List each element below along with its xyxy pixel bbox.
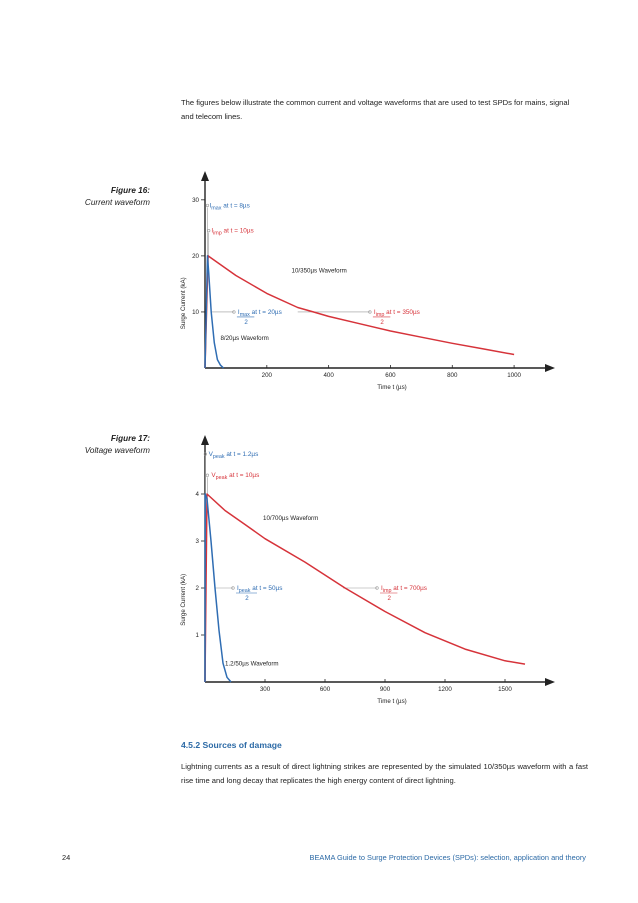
figure-17-caption: Voltage waveform — [84, 446, 150, 455]
x-axis-arrow-icon — [545, 364, 555, 372]
annotation-marker — [205, 203, 210, 208]
y-tick-label: 2 — [196, 585, 200, 592]
annotation-denominator: 2 — [245, 595, 249, 602]
y-tick-label: 4 — [196, 491, 200, 498]
page-number: 24 — [62, 853, 71, 862]
y-tick-label: 10 — [192, 309, 199, 316]
figure-17-label: Figure 17: Voltage waveform — [20, 433, 150, 457]
x-tick-label: 300 — [260, 686, 271, 693]
annotation-marker — [203, 452, 207, 456]
waveform-label: 10/700µs Waveform — [263, 515, 318, 522]
annotation-label: Imax at t = 8µs — [209, 202, 249, 211]
annotation-marker — [368, 310, 372, 314]
x-tick-label: 600 — [385, 372, 396, 379]
footer-title: BEAMA Guide to Surge Protection Devices … — [309, 853, 586, 862]
x-tick-label: 200 — [262, 372, 273, 379]
x-tick-label: 1200 — [438, 686, 452, 693]
y-tick-label: 1 — [196, 632, 200, 639]
annotation-marker — [232, 310, 236, 314]
series-line — [204, 493, 232, 683]
figure-16-label: Figure 16: Current waveform — [20, 185, 150, 209]
figure-16-caption: Current waveform — [84, 198, 150, 207]
waveform-label: 1.2/50µs Waveform — [225, 661, 279, 668]
x-tick-label: 800 — [447, 372, 458, 379]
y-axis-arrow-icon — [201, 171, 209, 181]
y-tick-label: 3 — [196, 538, 200, 545]
y-axis-label: Surge Current (kA) — [180, 277, 187, 329]
intro-paragraph: The figures below illustrate the common … — [181, 98, 570, 121]
annotation-marker — [375, 586, 379, 590]
annotation-label: Iimp at t = 350µs — [374, 309, 420, 318]
x-tick-label: 1000 — [507, 372, 521, 379]
section-heading: 4.5.2 Sources of damage — [181, 740, 282, 750]
waveform-label: 8/20µs Waveform — [220, 335, 268, 342]
waveform-label: 10/350µs Waveform — [292, 268, 347, 275]
annotation-denominator: 2 — [387, 595, 391, 602]
annotation-marker — [205, 473, 209, 477]
series-line — [204, 255, 225, 369]
y-tick-label: 30 — [192, 197, 199, 204]
y-tick-label: 20 — [192, 253, 199, 260]
x-axis-label: Time t (µs) — [377, 698, 406, 705]
annotation-label: Iimp at t = 10µs — [211, 228, 253, 237]
y-axis-arrow-icon — [201, 435, 209, 445]
annotation-marker — [231, 586, 235, 590]
series-line — [204, 255, 515, 369]
annotation-denominator: 2 — [244, 319, 248, 326]
x-axis-arrow-icon — [545, 678, 555, 686]
x-tick-label: 400 — [323, 372, 334, 379]
annotation-label: Ipeak at t = 50µs — [237, 585, 282, 594]
x-tick-label: 900 — [380, 686, 391, 693]
annotation-label: Vpeak at t = 1.2µs — [209, 451, 259, 460]
annotation-label: Vpeak at t = 10µs — [211, 472, 259, 481]
voltage-waveform-chart: 300 600 900 1200 1500 1 2 3 4 Time t (µs) Surge Cu… — [180, 435, 555, 705]
x-axis-label: Time t (µs) — [377, 384, 406, 391]
figure-16-number: Figure 16: — [110, 186, 150, 195]
annotation-marker — [207, 229, 211, 233]
x-tick-label: 600 — [320, 686, 331, 693]
annotation-label: Iimp at t = 700µs — [381, 585, 427, 594]
figure-17-number: Figure 17: — [110, 434, 150, 443]
y-axis-label: Surge Current (kA) — [180, 574, 187, 626]
annotation-denominator: 2 — [380, 319, 384, 326]
series-line — [204, 493, 526, 683]
annotation-label: Imax at t = 20µs — [238, 309, 282, 318]
x-tick-label: 1500 — [498, 686, 512, 693]
section-body: Lightning currents as a result of direct… — [181, 762, 588, 785]
current-waveform-chart: 200 400 600 800 1000 10 20 30 Time t (µs) Surge C… — [180, 171, 555, 391]
